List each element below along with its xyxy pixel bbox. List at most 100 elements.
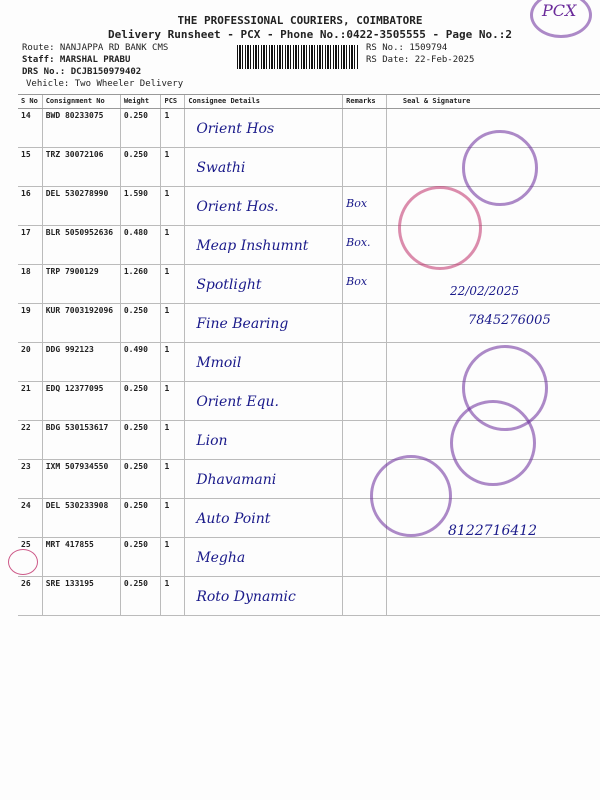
sno: 26 <box>18 576 43 616</box>
col-pcs: PCS <box>160 94 185 109</box>
weight: 0.250 <box>119 303 161 343</box>
table-row: 14 BWD 80233075 0.250 1 Orient Hos <box>18 108 600 148</box>
staff: Staff: MARSHAL PRABU <box>22 55 131 65</box>
red-circle-mark <box>8 549 38 575</box>
sno: 17 <box>18 225 43 265</box>
pcs: 1 <box>160 186 185 226</box>
sno: 16 <box>18 186 43 226</box>
drs-no: DRS No.: DCJB150979402 <box>22 67 142 77</box>
weight: 0.250 <box>119 576 161 616</box>
consignee-cell: Roto Dynamic <box>184 576 343 616</box>
seal-signature-cell <box>385 576 600 616</box>
pcs: 1 <box>160 303 185 343</box>
pcs: 1 <box>160 381 185 421</box>
seal-stamp <box>370 455 452 537</box>
consignment-no: SRE 133195 <box>41 576 121 616</box>
remarks-cell <box>342 108 387 148</box>
table-row: 26 SRE 133195 0.250 1 Roto Dynamic <box>18 576 600 616</box>
col-weight: Weight <box>119 94 161 109</box>
consignee-cell: Orient Hos. <box>184 186 343 226</box>
weight: 1.260 <box>119 264 161 304</box>
consignee-cell: Meap Inshumnt <box>184 225 343 265</box>
col-remarks: Remarks <box>342 94 387 109</box>
consignment-no: MRT 417855 <box>41 537 121 577</box>
consignee-handwritten: Fine Bearing <box>196 316 289 332</box>
col-sno: S No <box>18 94 43 109</box>
pcs: 1 <box>160 537 185 577</box>
remarks-cell <box>342 342 387 382</box>
col-seal: Seal & Signature <box>385 94 600 109</box>
weight: 0.250 <box>119 498 161 538</box>
table-row: 18 TRP 7900129 1.260 1 Spotlight Box <box>18 264 600 304</box>
remarks-cell <box>342 576 387 616</box>
weight: 1.590 <box>119 186 161 226</box>
consignee-cell: Megha <box>184 537 343 577</box>
date-signature: 22/02/2025 <box>450 284 520 298</box>
sno: 22 <box>18 420 43 460</box>
weight: 0.250 <box>119 420 161 460</box>
seal-stamp <box>462 130 538 206</box>
consignment-no: KUR 7003192096 <box>41 303 121 343</box>
pcs: 1 <box>160 264 185 304</box>
consignment-no: BDG 530153617 <box>41 420 121 460</box>
weight: 0.250 <box>119 381 161 421</box>
pcx-stamp <box>530 0 592 38</box>
seal-stamp <box>398 186 482 270</box>
sno: 19 <box>18 303 43 343</box>
route: Route: NANJAPPA RD BANK CMS <box>22 43 169 53</box>
sno: 24 <box>18 498 43 538</box>
consignee-cell: Fine Bearing <box>184 303 343 343</box>
sno: 14 <box>18 108 43 148</box>
pcs: 1 <box>160 576 185 616</box>
consignee-cell: Orient Hos <box>184 108 343 148</box>
consignment-no: TRP 7900129 <box>41 264 121 304</box>
weight: 0.250 <box>119 147 161 187</box>
runsheet-subtitle: Delivery Runsheet - PCX - Phone No.:0422… <box>108 28 512 41</box>
remarks-cell <box>342 381 387 421</box>
pcs: 1 <box>160 147 185 187</box>
vehicle: Vehicle: Two Wheeler Delivery <box>26 79 184 89</box>
consignment-no: DEL 530278990 <box>41 186 121 226</box>
pcs: 1 <box>160 459 185 499</box>
consignee-cell: Swathi <box>184 147 343 187</box>
consignee-handwritten: Orient Hos. <box>196 199 279 215</box>
pcs: 1 <box>160 225 185 265</box>
remarks-cell <box>342 537 387 577</box>
table-row: 17 BLR 5050952636 0.480 1 Meap Inshumnt … <box>18 225 600 265</box>
consignee-cell: Spotlight <box>184 264 343 304</box>
pcs: 1 <box>160 108 185 148</box>
rs-no: RS No.: 1509794 <box>366 43 448 53</box>
consignee-handwritten: Meap Inshumnt <box>196 238 309 254</box>
table-row: 19 KUR 7003192096 0.250 1 Fine Bearing <box>18 303 600 343</box>
consignee-cell: Auto Point <box>184 498 343 538</box>
weight: 0.250 <box>119 459 161 499</box>
col-consignee: Consignee Details <box>184 94 343 109</box>
sno: 15 <box>18 147 43 187</box>
consignment-no: IXM 507934550 <box>41 459 121 499</box>
consignee-handwritten: Swathi <box>196 160 246 176</box>
weight: 0.490 <box>119 342 161 382</box>
remarks-handwritten: Box. <box>346 236 371 249</box>
remarks-cell: Box <box>342 264 387 304</box>
number-signature: 7845276005 <box>468 313 551 328</box>
consignee-handwritten: Orient Equ. <box>196 394 279 410</box>
weight: 0.250 <box>119 108 161 148</box>
sno: 21 <box>18 381 43 421</box>
consignee-cell: Mmoil <box>184 342 343 382</box>
consignment-no: EDQ 12377095 <box>41 381 121 421</box>
pcs: 1 <box>160 498 185 538</box>
consignee-handwritten: Megha <box>196 550 246 566</box>
consignee-handwritten: Orient Hos <box>196 121 275 137</box>
consignee-cell: Dhavamani <box>184 459 343 499</box>
remarks-handwritten: Box <box>346 275 368 288</box>
consignment-no: BWD 80233075 <box>41 108 121 148</box>
remarks-cell <box>342 147 387 187</box>
consignee-handwritten: Roto Dynamic <box>196 589 296 605</box>
pcx-stamp-text: PCX <box>542 1 577 20</box>
consignee-handwritten: Lion <box>196 433 228 449</box>
consignment-no: DEL 530233908 <box>41 498 121 538</box>
seal-signature-cell <box>385 303 600 343</box>
consignee-handwritten: Mmoil <box>196 355 242 371</box>
remarks-cell <box>342 303 387 343</box>
